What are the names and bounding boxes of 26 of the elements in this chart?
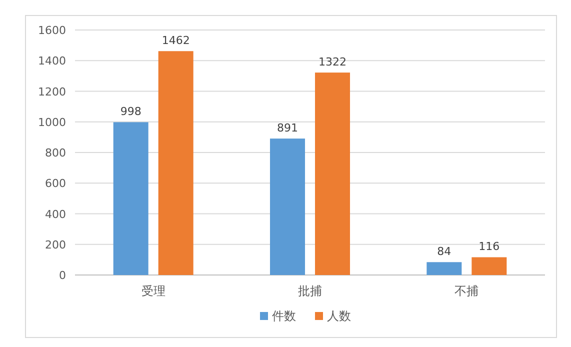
x-tick-label: 批捕 xyxy=(298,284,322,298)
y-tick-label: 1600 xyxy=(38,24,66,37)
y-tick-label: 200 xyxy=(45,238,66,252)
y-tick-label: 1000 xyxy=(38,116,66,129)
y-tick-label: 1200 xyxy=(38,85,66,98)
x-tick-label: 受理 xyxy=(141,284,166,298)
bar xyxy=(315,72,350,275)
data-label: 84 xyxy=(437,245,452,258)
y-tick-label: 600 xyxy=(45,177,66,190)
y-tick-label: 400 xyxy=(45,208,66,221)
y-tick-label: 1400 xyxy=(38,54,66,68)
bar xyxy=(426,262,462,275)
bar xyxy=(158,51,194,275)
bar xyxy=(270,138,305,275)
data-label: 998 xyxy=(120,105,142,118)
data-label: 116 xyxy=(478,240,500,254)
data-label: 1462 xyxy=(162,34,190,48)
legend-label: 人数 xyxy=(327,309,351,323)
bar xyxy=(113,122,148,275)
legend-label: 件数 xyxy=(272,309,296,323)
y-tick-label: 800 xyxy=(45,146,66,160)
bar xyxy=(472,257,507,275)
y-tick-label: 0 xyxy=(59,269,66,282)
data-label: 891 xyxy=(277,122,298,135)
x-tick-label: 不捕 xyxy=(454,284,479,298)
data-label: 1322 xyxy=(318,56,346,69)
